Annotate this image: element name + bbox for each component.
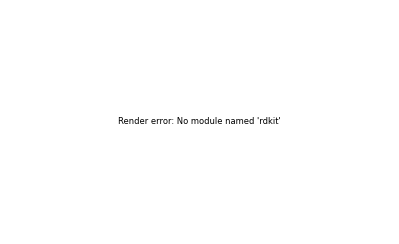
Text: Render error: No module named 'rdkit': Render error: No module named 'rdkit' — [118, 118, 281, 126]
